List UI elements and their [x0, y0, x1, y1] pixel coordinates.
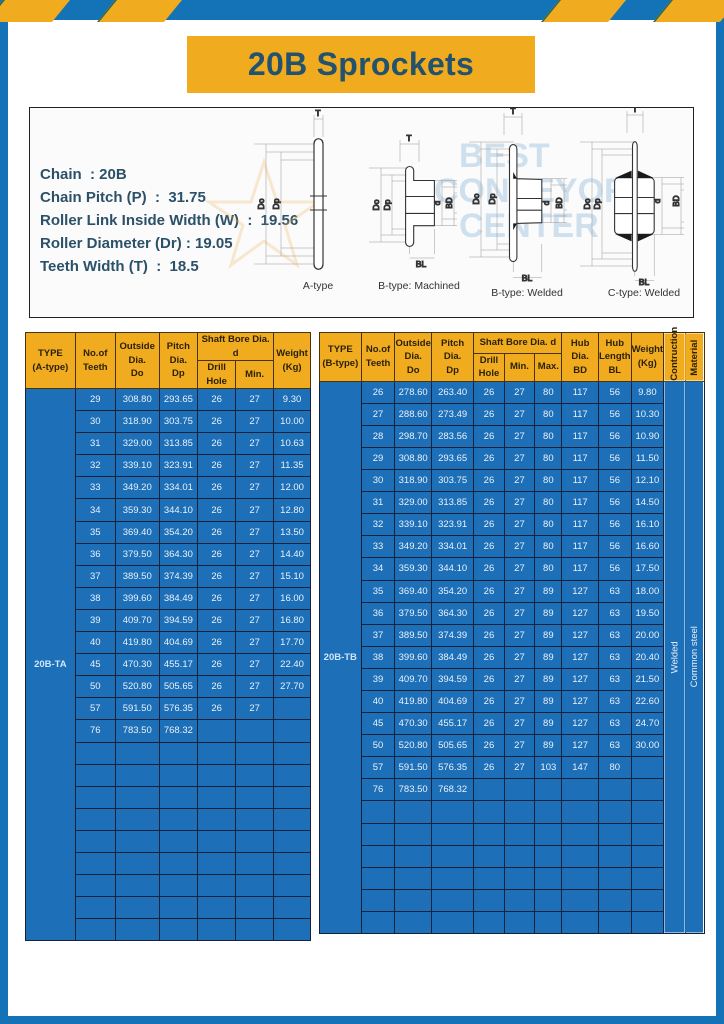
svg-text:Do: Do [371, 199, 381, 210]
svg-text:T: T [510, 107, 515, 116]
svg-text:BD: BD [672, 195, 681, 206]
svg-text:Dp: Dp [271, 198, 281, 209]
svg-text:BEST: BEST [459, 137, 550, 175]
svg-text:Do: Do [471, 193, 481, 204]
svg-text:Dp: Dp [592, 198, 602, 209]
svg-text:T: T [632, 107, 637, 114]
svg-text:BL: BL [639, 277, 650, 287]
svg-text:d: d [542, 201, 551, 205]
svg-text:Dp: Dp [487, 193, 497, 204]
svg-text:B-type: Machined: B-type: Machined [378, 280, 460, 292]
svg-text:BD: BD [445, 197, 454, 208]
svg-text:T: T [315, 108, 320, 118]
svg-text:B-type: Welded: B-type: Welded [491, 287, 563, 299]
svg-text:Dp: Dp [382, 199, 392, 210]
svg-text:C-type: Welded: C-type: Welded [608, 287, 680, 299]
svg-text:Do: Do [582, 198, 592, 209]
svg-text:BL: BL [522, 273, 533, 283]
svg-text:BL: BL [416, 259, 427, 269]
svg-text:A-type: A-type [303, 280, 334, 292]
svg-text:T: T [406, 133, 411, 143]
svg-text:BD: BD [555, 197, 564, 208]
svg-text:Do: Do [256, 198, 266, 209]
